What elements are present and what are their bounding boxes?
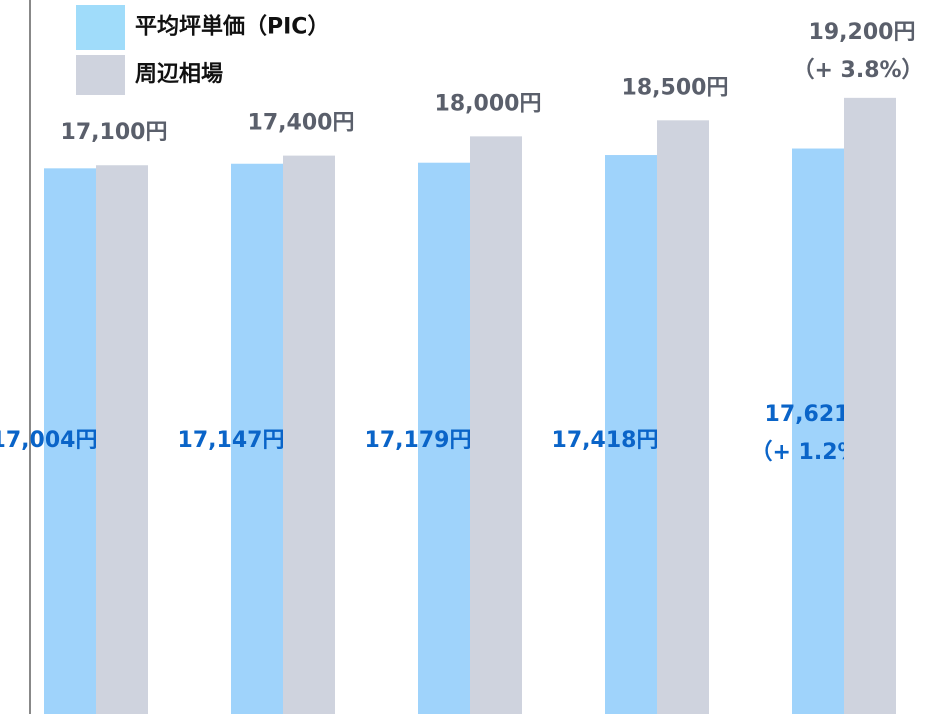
bar [470, 136, 522, 714]
bar [792, 148, 844, 714]
bar [231, 163, 283, 714]
bar [657, 120, 709, 714]
legend-swatch [76, 5, 125, 50]
legend-swatch [76, 55, 125, 95]
bar [96, 165, 148, 714]
legend-label: 平均坪単価（PIC） [135, 14, 329, 40]
bar [844, 97, 896, 714]
bar [44, 168, 96, 714]
value-label: 17,418円 [552, 428, 659, 453]
legend-label: 周辺相場 [135, 62, 223, 87]
value-label: 17,004円 [0, 428, 97, 453]
bar [418, 162, 470, 714]
bar [283, 155, 335, 714]
bar [605, 155, 657, 714]
value-label: 18,000円 [435, 91, 542, 116]
value-label: 17,100円 [61, 120, 168, 145]
value-label: 19,200円 [809, 20, 916, 45]
value-label: 17,400円 [248, 111, 355, 136]
value-label: 18,500円 [622, 75, 729, 100]
annotation: （+ 3.8%） [792, 58, 923, 83]
value-label: 17,147円 [178, 428, 285, 453]
value-label: 17,179円 [365, 428, 472, 453]
